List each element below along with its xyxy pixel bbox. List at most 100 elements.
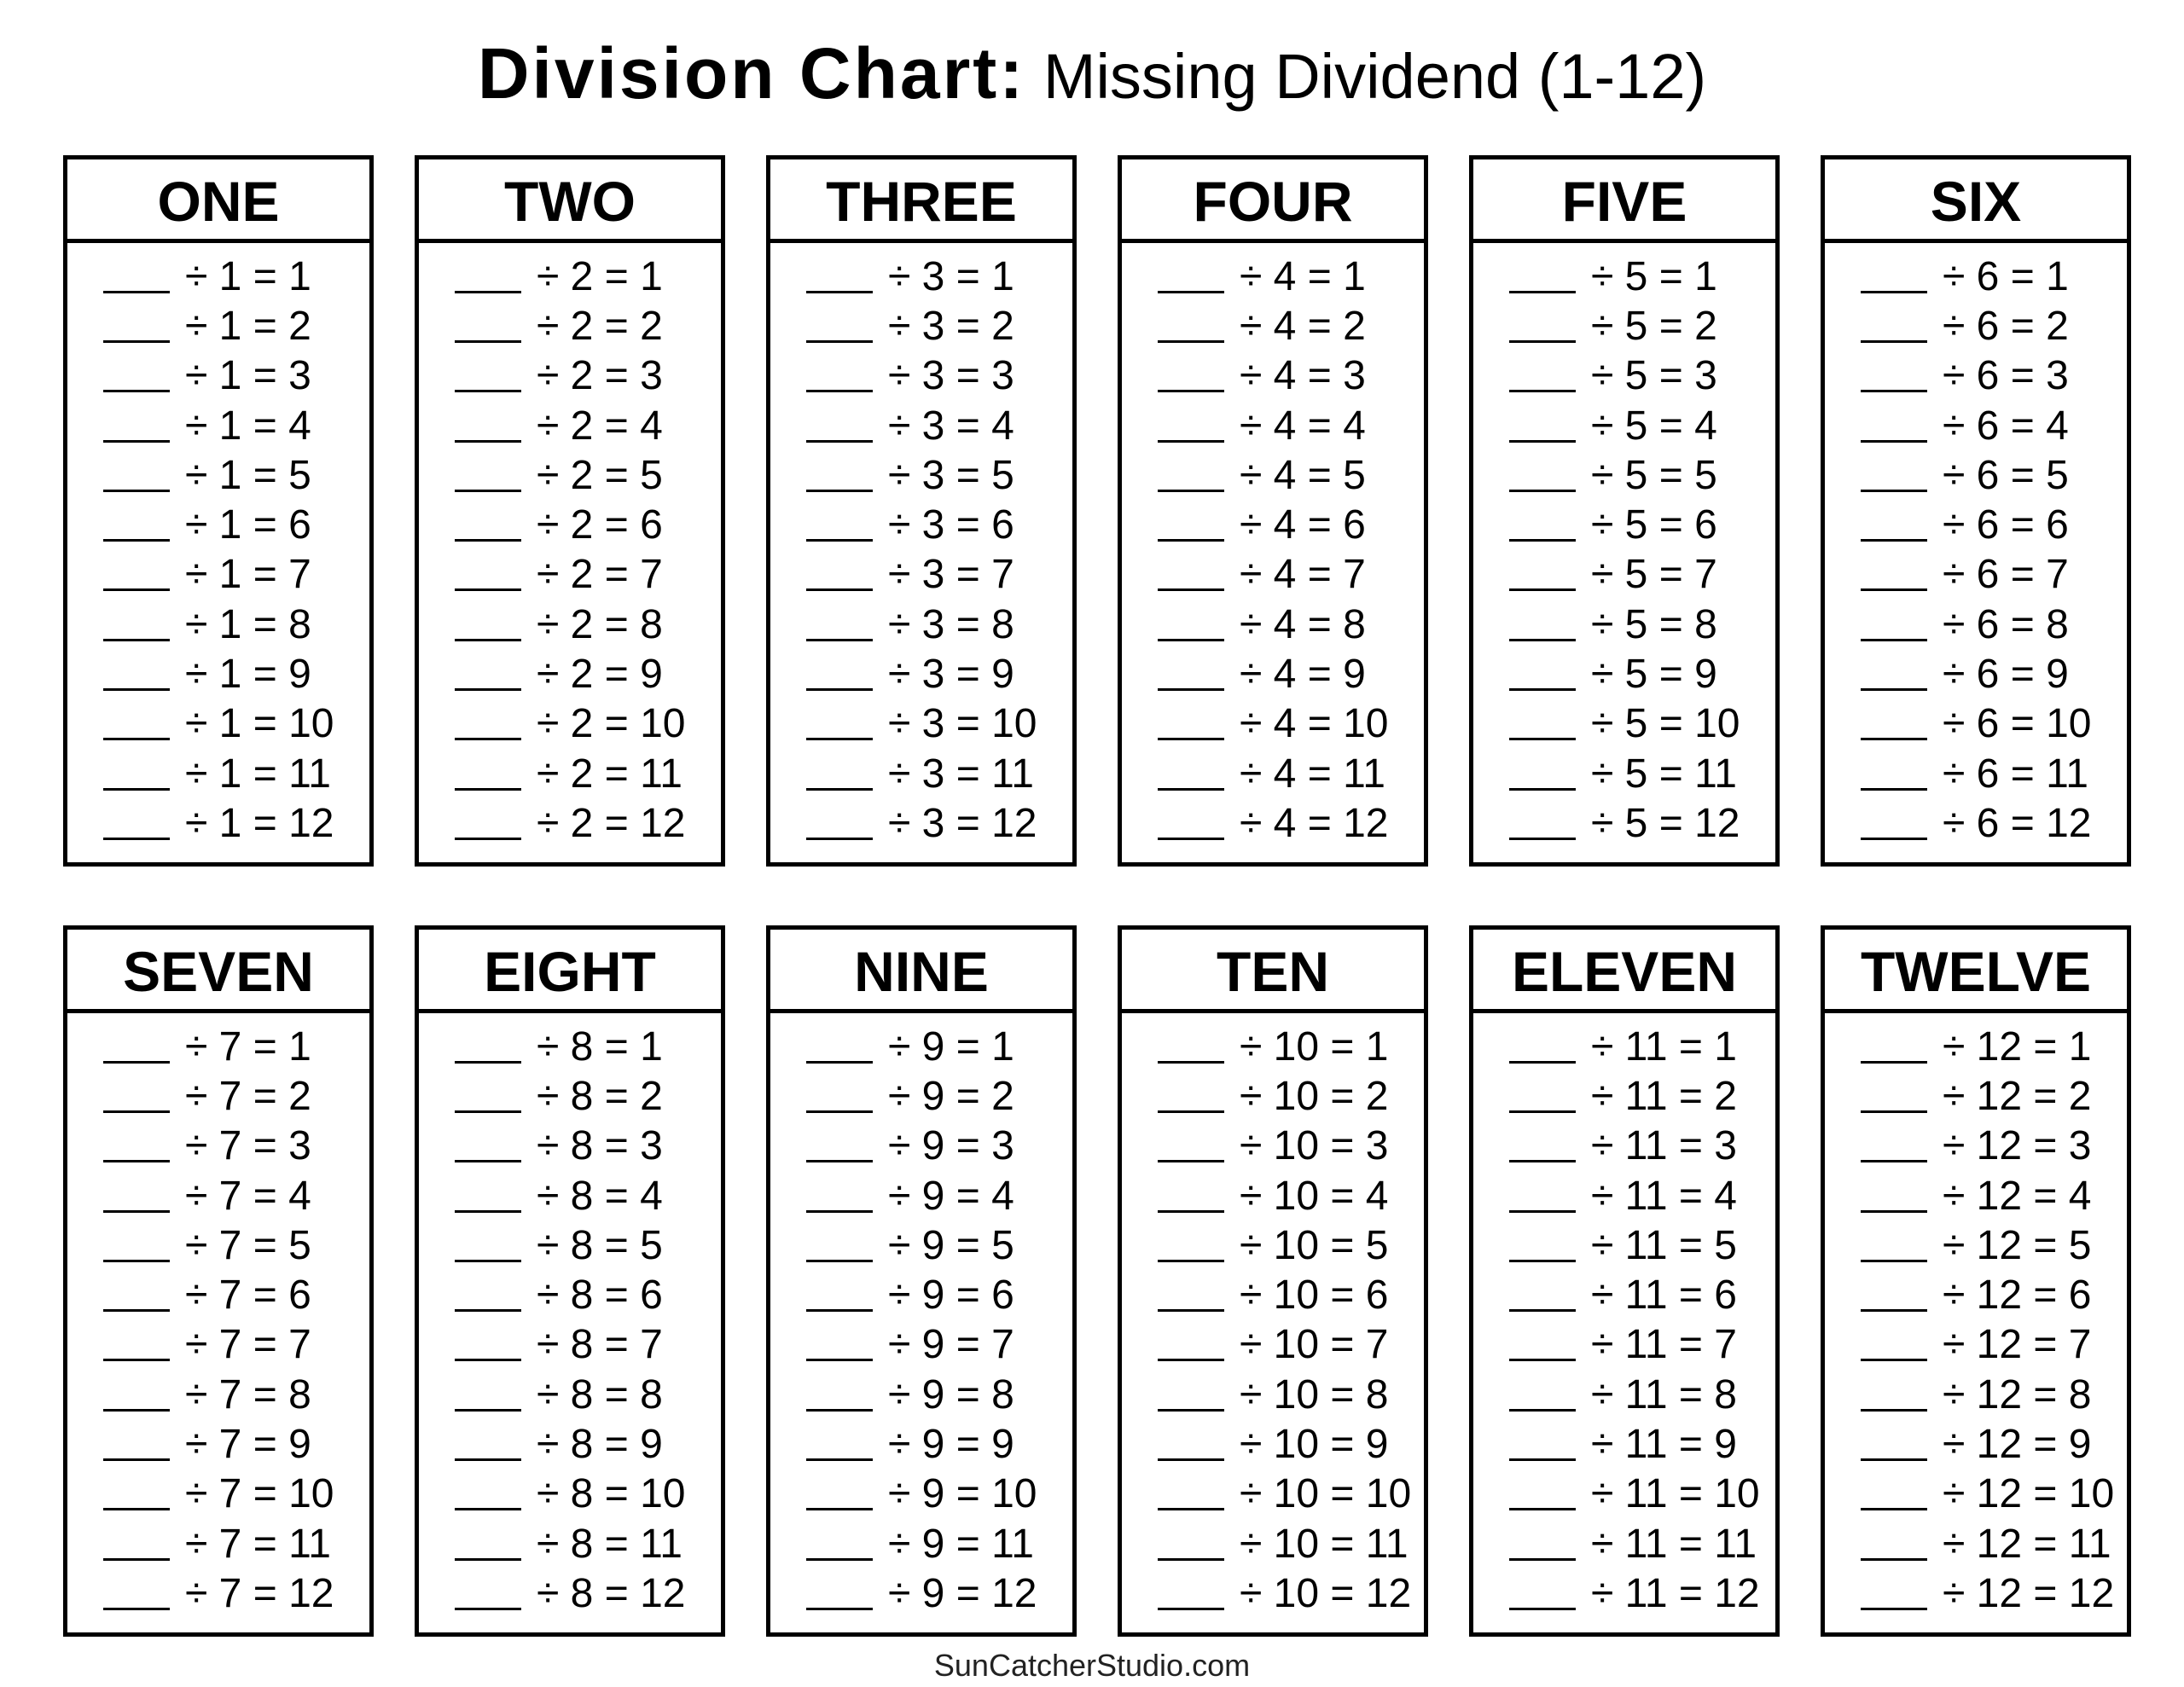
dividend-blank[interactable]	[103, 1060, 170, 1064]
dividend-blank[interactable]	[1158, 1458, 1224, 1462]
dividend-blank[interactable]	[1861, 738, 1927, 741]
dividend-blank[interactable]	[103, 290, 170, 293]
dividend-blank[interactable]	[103, 1408, 170, 1412]
dividend-blank[interactable]	[455, 738, 521, 741]
dividend-blank[interactable]	[806, 1607, 873, 1610]
dividend-blank[interactable]	[455, 1408, 521, 1412]
dividend-blank[interactable]	[1509, 1160, 1576, 1163]
dividend-blank[interactable]	[1861, 290, 1927, 293]
dividend-blank[interactable]	[455, 1259, 521, 1262]
dividend-blank[interactable]	[1509, 339, 1576, 343]
dividend-blank[interactable]	[806, 1408, 873, 1412]
dividend-blank[interactable]	[103, 1359, 170, 1362]
dividend-blank[interactable]	[806, 339, 873, 343]
dividend-blank[interactable]	[1861, 588, 1927, 592]
dividend-blank[interactable]	[1861, 1160, 1927, 1163]
dividend-blank[interactable]	[806, 1160, 873, 1163]
dividend-blank[interactable]	[1509, 290, 1576, 293]
dividend-blank[interactable]	[1861, 1359, 1927, 1362]
dividend-blank[interactable]	[1861, 1209, 1927, 1213]
dividend-blank[interactable]	[103, 1458, 170, 1462]
dividend-blank[interactable]	[103, 439, 170, 443]
dividend-blank[interactable]	[1158, 837, 1224, 840]
dividend-blank[interactable]	[1509, 1557, 1576, 1561]
dividend-blank[interactable]	[103, 638, 170, 641]
dividend-blank[interactable]	[1509, 738, 1576, 741]
dividend-blank[interactable]	[806, 1557, 873, 1561]
dividend-blank[interactable]	[1158, 390, 1224, 393]
dividend-blank[interactable]	[806, 1309, 873, 1313]
dividend-blank[interactable]	[455, 1060, 521, 1064]
dividend-blank[interactable]	[1861, 1508, 1927, 1511]
dividend-blank[interactable]	[1509, 1508, 1576, 1511]
dividend-blank[interactable]	[1861, 1110, 1927, 1113]
dividend-blank[interactable]	[1158, 1309, 1224, 1313]
dividend-blank[interactable]	[1509, 1408, 1576, 1412]
dividend-blank[interactable]	[103, 1259, 170, 1262]
dividend-blank[interactable]	[1158, 1508, 1224, 1511]
dividend-blank[interactable]	[455, 688, 521, 692]
dividend-blank[interactable]	[1158, 1557, 1224, 1561]
dividend-blank[interactable]	[1509, 588, 1576, 592]
dividend-blank[interactable]	[806, 787, 873, 791]
dividend-blank[interactable]	[1158, 489, 1224, 492]
dividend-blank[interactable]	[455, 588, 521, 592]
dividend-blank[interactable]	[1158, 290, 1224, 293]
dividend-blank[interactable]	[1861, 489, 1927, 492]
dividend-blank[interactable]	[1158, 1259, 1224, 1262]
dividend-blank[interactable]	[1158, 1160, 1224, 1163]
dividend-blank[interactable]	[103, 588, 170, 592]
dividend-blank[interactable]	[103, 1309, 170, 1313]
dividend-blank[interactable]	[1861, 1607, 1927, 1610]
dividend-blank[interactable]	[1509, 439, 1576, 443]
dividend-blank[interactable]	[806, 1209, 873, 1213]
dividend-blank[interactable]	[806, 738, 873, 741]
dividend-blank[interactable]	[1158, 1607, 1224, 1610]
dividend-blank[interactable]	[455, 1110, 521, 1113]
dividend-blank[interactable]	[1158, 439, 1224, 443]
dividend-blank[interactable]	[103, 390, 170, 393]
dividend-blank[interactable]	[455, 837, 521, 840]
dividend-blank[interactable]	[806, 439, 873, 443]
dividend-blank[interactable]	[1509, 1209, 1576, 1213]
dividend-blank[interactable]	[1158, 1408, 1224, 1412]
dividend-blank[interactable]	[1861, 1060, 1927, 1064]
dividend-blank[interactable]	[455, 1309, 521, 1313]
dividend-blank[interactable]	[455, 539, 521, 542]
dividend-blank[interactable]	[806, 837, 873, 840]
dividend-blank[interactable]	[806, 1110, 873, 1113]
dividend-blank[interactable]	[1861, 1309, 1927, 1313]
dividend-blank[interactable]	[1509, 1607, 1576, 1610]
dividend-blank[interactable]	[806, 1508, 873, 1511]
dividend-blank[interactable]	[1509, 638, 1576, 641]
dividend-blank[interactable]	[455, 1458, 521, 1462]
dividend-blank[interactable]	[1861, 539, 1927, 542]
dividend-blank[interactable]	[806, 1259, 873, 1262]
dividend-blank[interactable]	[806, 688, 873, 692]
dividend-blank[interactable]	[806, 1458, 873, 1462]
dividend-blank[interactable]	[103, 1160, 170, 1163]
dividend-blank[interactable]	[806, 539, 873, 542]
dividend-blank[interactable]	[455, 290, 521, 293]
dividend-blank[interactable]	[1158, 1060, 1224, 1064]
dividend-blank[interactable]	[806, 390, 873, 393]
dividend-blank[interactable]	[455, 638, 521, 641]
dividend-blank[interactable]	[103, 1508, 170, 1511]
dividend-blank[interactable]	[1509, 688, 1576, 692]
dividend-blank[interactable]	[1861, 787, 1927, 791]
dividend-blank[interactable]	[103, 1557, 170, 1561]
dividend-blank[interactable]	[103, 787, 170, 791]
dividend-blank[interactable]	[1509, 1110, 1576, 1113]
dividend-blank[interactable]	[103, 489, 170, 492]
dividend-blank[interactable]	[455, 390, 521, 393]
dividend-blank[interactable]	[806, 638, 873, 641]
dividend-blank[interactable]	[455, 1359, 521, 1362]
dividend-blank[interactable]	[1158, 1110, 1224, 1113]
dividend-blank[interactable]	[103, 339, 170, 343]
dividend-blank[interactable]	[1509, 539, 1576, 542]
dividend-blank[interactable]	[1861, 638, 1927, 641]
dividend-blank[interactable]	[1158, 1359, 1224, 1362]
dividend-blank[interactable]	[1158, 787, 1224, 791]
dividend-blank[interactable]	[103, 539, 170, 542]
dividend-blank[interactable]	[1509, 1458, 1576, 1462]
